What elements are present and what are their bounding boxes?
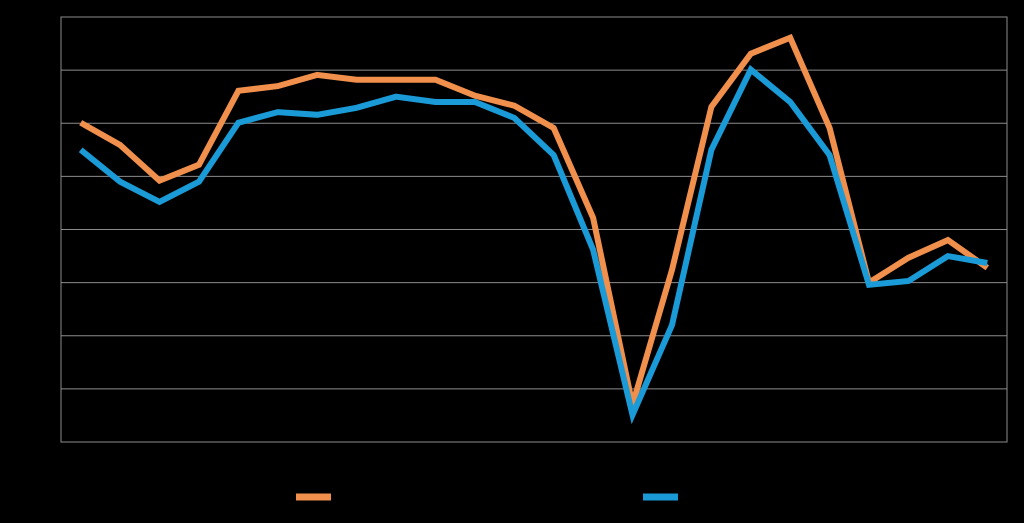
- series-line: [78, 64, 988, 425]
- series-line: [79, 33, 990, 406]
